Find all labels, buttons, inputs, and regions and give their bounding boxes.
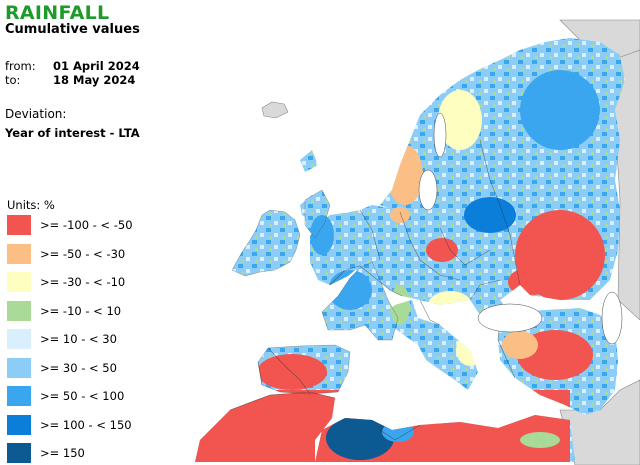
zone-turkey-orange [502,331,538,359]
legend-label: >= -10 - < 10 [40,303,122,318]
deviation-field [195,38,625,462]
legend-swatch [7,357,31,378]
zone-ukraine-surplus [464,197,516,233]
zone-norway-orange [390,207,410,223]
legend-swatch [7,300,31,321]
zone-balkans-yellow [428,291,472,319]
caspian-sea [601,291,623,345]
legend-item: >= 10 - < 30 [7,329,187,349]
legend-label: >= 150 [40,446,85,460]
date-to-row: to: 18 May 2024 [5,73,135,87]
zone-france-surplus [328,270,372,310]
zone-russia-north-surplus [520,70,600,150]
baltic-sea [418,169,438,211]
zone-egypt-green [520,432,560,448]
legend-item: >= -100 - < -50 [7,215,187,235]
legend-item: >= 150 [7,443,187,463]
legend-swatch [7,272,31,292]
legend-item: >= -30 - < -10 [7,272,187,292]
legend-label: >= -50 - < -30 [40,246,126,261]
legend-label: >= 30 - < 50 [40,360,117,375]
legend-swatch [7,329,31,349]
date-from-row: from: 01 April 2024 [5,59,140,73]
legend-label: >= 50 - < 100 [40,389,125,403]
deviation-value: Year of interest - LTA [5,126,140,140]
zone-finland-mixed [438,90,482,150]
legend-swatch [7,443,31,463]
zone-scandinavia-orange [387,145,423,205]
zone-italy-green [390,285,410,325]
legend-swatch [7,243,31,264]
legend-item: >= 50 - < 100 [7,386,187,406]
zone-greece-yellow [456,334,484,366]
map-subtitle: Cumulative values [5,22,140,37]
legend-swatch [7,215,31,235]
zone-libya-surplus-edge [382,422,414,442]
zone-libya-surplus [326,416,394,460]
deviation-label: Deviation: [5,107,67,121]
from-date: 01 April 2024 [53,59,140,73]
zone-uk-surplus [310,215,334,255]
gulf-of-bothnia [433,112,447,158]
legend-swatch [7,414,31,435]
legend-item: >= -10 - < 10 [7,300,187,321]
zone-sardinia-red [372,348,384,372]
nodata-iceland [261,101,289,119]
legend-item: >= -50 - < -30 [7,243,187,264]
legend-label: >= -100 - < -50 [40,218,133,232]
zone-iberia-deficit [257,354,327,390]
legend-label: >= -30 - < -10 [40,275,126,289]
zone-poland-deficit [426,238,458,262]
legend-units-label: Units: % [7,198,55,212]
to-label: to: [5,73,21,87]
black-sea [477,303,543,333]
legend-label: >= 100 - < 150 [40,417,132,432]
zone-russia-deficit-2 [508,268,548,296]
legend-label: >= 10 - < 30 [40,332,117,346]
coastlines [231,189,399,395]
to-date: 18 May 2024 [53,73,136,87]
legend-item: >= 30 - < 50 [7,357,187,378]
legend-item: >= 100 - < 150 [7,414,187,435]
from-label: from: [5,59,36,73]
map-title: RAINFALL [5,2,110,24]
legend-swatch [7,386,31,406]
